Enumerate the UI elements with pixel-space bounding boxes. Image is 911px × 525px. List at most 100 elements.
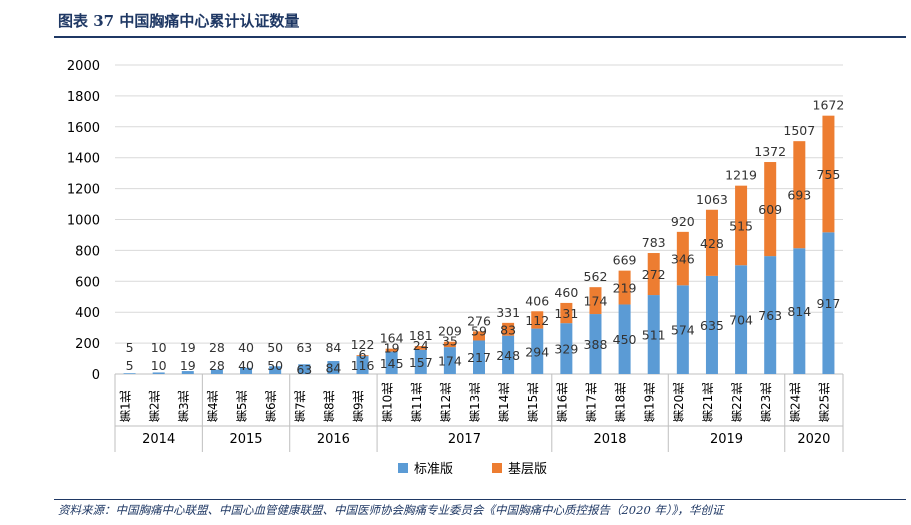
x-category-label: 第2批 xyxy=(148,390,162,422)
y-tick-label: 1200 xyxy=(67,183,100,198)
x-category-label: 第16批 xyxy=(555,383,569,423)
year-group-label: 2017 xyxy=(448,432,481,447)
bar-basic xyxy=(473,331,485,341)
bar-standard xyxy=(705,275,718,374)
data-label-basic: 755 xyxy=(817,167,841,182)
data-label-basic: 174 xyxy=(584,294,608,309)
y-tick-label: 2000 xyxy=(67,59,100,74)
data-label-basic: 609 xyxy=(758,202,782,217)
data-label-standard: 388 xyxy=(584,337,608,352)
year-group-label: 2018 xyxy=(593,432,626,447)
bar-standard xyxy=(123,373,136,374)
bar-basic xyxy=(676,231,689,286)
data-label-standard: 157 xyxy=(409,355,433,370)
legend-label: 标准版 xyxy=(414,462,453,477)
data-label-total: 84 xyxy=(325,340,341,355)
title-rule xyxy=(54,36,906,38)
bar-standard xyxy=(589,314,602,374)
x-category-label: 第25批 xyxy=(817,383,831,423)
data-label-total: 669 xyxy=(613,253,637,268)
x-category-label: 第7批 xyxy=(293,390,307,422)
bar-standard xyxy=(385,351,398,374)
data-label-total: 331 xyxy=(496,305,520,320)
bar-standard xyxy=(822,232,835,374)
data-label-standard: 329 xyxy=(554,342,578,357)
data-label-total: 783 xyxy=(642,235,666,250)
bar-standard xyxy=(327,361,340,374)
data-label-standard: 450 xyxy=(613,332,637,347)
data-label-standard: 116 xyxy=(351,358,375,373)
data-label-basic: 272 xyxy=(642,267,666,282)
data-label-total: 40 xyxy=(238,340,254,355)
data-label-total: 19 xyxy=(180,340,196,355)
bar-basic xyxy=(735,185,748,266)
year-group-label: 2019 xyxy=(710,432,743,447)
y-tick-label: 0 xyxy=(92,368,100,383)
bar-basic xyxy=(793,141,806,249)
bar-basic xyxy=(618,270,631,305)
bar-standard xyxy=(298,364,311,374)
data-label-total: 1063 xyxy=(696,192,728,207)
x-category-label: 第21批 xyxy=(701,383,715,423)
data-label-basic: 131 xyxy=(554,306,578,321)
stacked-bar-chart: 0 200 400 600 800 1000 1200 1400 1600 1800 2000 5 5 第… xyxy=(67,59,844,477)
data-label-standard: 5 xyxy=(126,358,134,373)
data-label-basic: 6 xyxy=(359,347,367,362)
data-label-total: 164 xyxy=(380,331,404,346)
data-label-total: 122 xyxy=(351,337,375,352)
data-label-standard: 574 xyxy=(671,323,695,338)
data-label-standard: 40 xyxy=(238,358,254,373)
data-label-total: 209 xyxy=(438,324,462,339)
bar-standard xyxy=(735,265,748,374)
source-rule xyxy=(54,499,906,500)
y-tick-label: 1800 xyxy=(67,90,100,105)
year-group-label: 2015 xyxy=(229,432,262,447)
data-label-standard: 511 xyxy=(642,328,666,343)
bar-basic xyxy=(531,311,544,329)
bar-standard xyxy=(210,369,223,374)
y-tick-label: 1600 xyxy=(67,121,100,136)
data-label-standard: 294 xyxy=(525,344,549,359)
data-label-total: 63 xyxy=(296,340,312,355)
bar-standard xyxy=(152,372,165,374)
x-category-label: 第20批 xyxy=(672,383,686,423)
data-label-standard: 28 xyxy=(209,358,225,373)
bar-basic xyxy=(764,162,777,257)
year-group-label: 2014 xyxy=(142,432,175,447)
x-category-label: 第17批 xyxy=(584,383,598,423)
bar-standard xyxy=(676,285,689,374)
bar-standard xyxy=(531,328,544,374)
data-label-standard: 84 xyxy=(325,361,341,376)
data-label-basic: 346 xyxy=(671,252,695,267)
y-tick-label: 800 xyxy=(75,244,100,259)
x-category-label: 第11批 xyxy=(410,383,424,423)
bar-basic xyxy=(560,302,573,324)
legend-label: 基层版 xyxy=(508,462,547,477)
x-category-label: 第9批 xyxy=(352,390,366,422)
x-category-label: 第24批 xyxy=(788,383,802,423)
x-category-label: 第4批 xyxy=(206,390,220,422)
bar-basic xyxy=(502,322,515,336)
data-label-basic: 24 xyxy=(413,338,429,353)
bar-standard xyxy=(647,295,660,374)
y-tick-label: 200 xyxy=(75,337,100,352)
data-label-basic: 112 xyxy=(525,313,549,328)
y-tick-label: 600 xyxy=(75,275,100,290)
bar-standard xyxy=(240,367,253,374)
bar-standard xyxy=(560,323,573,374)
bar-basic xyxy=(356,355,369,357)
data-label-standard: 174 xyxy=(438,354,462,369)
data-label-standard: 145 xyxy=(380,356,404,371)
bar-standard xyxy=(793,248,806,374)
x-category-label: 第18批 xyxy=(614,383,628,423)
bar-basic xyxy=(589,287,602,315)
bar-standard xyxy=(181,371,194,374)
data-label-standard: 763 xyxy=(758,308,782,323)
source-note: 资料来源：中国胸痛中心联盟、中国心血管健康联盟、中国医师协会胸痛专业委员会《中国… xyxy=(58,503,724,517)
data-label-total: 562 xyxy=(584,269,608,284)
x-category-label: 第1批 xyxy=(119,390,133,422)
x-category-label: 第22批 xyxy=(730,383,744,423)
y-tick-label: 1400 xyxy=(67,152,100,167)
x-category-label: 第15批 xyxy=(526,383,540,423)
data-label-total: 1219 xyxy=(725,168,757,183)
